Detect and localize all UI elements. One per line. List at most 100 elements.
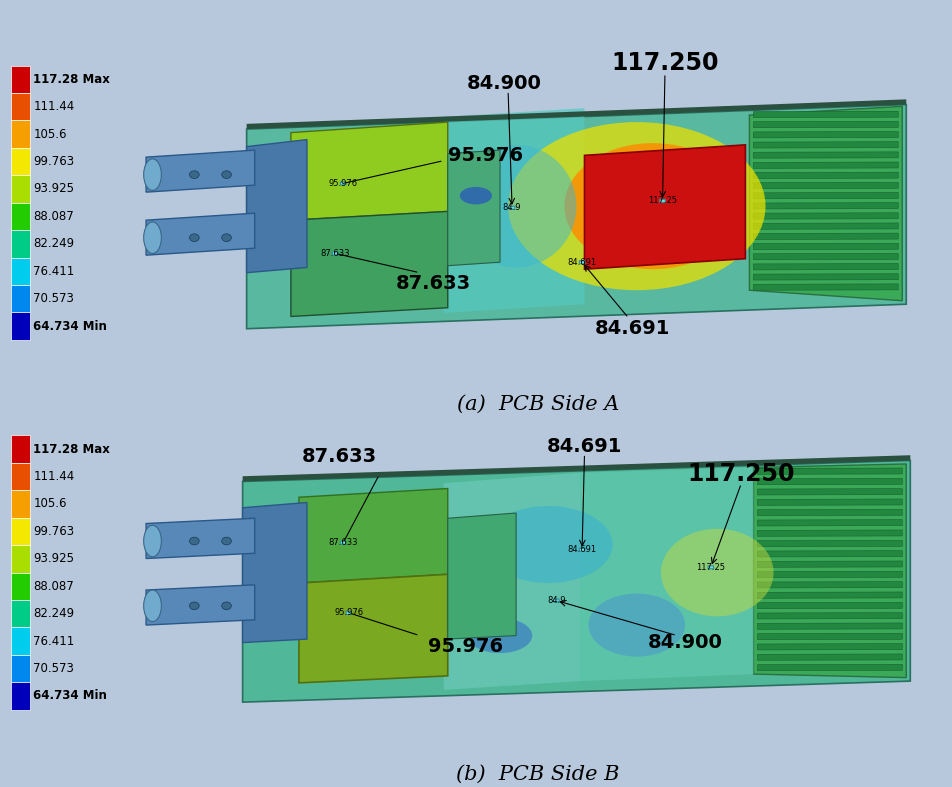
Text: 93.925: 93.925 xyxy=(33,183,74,195)
Polygon shape xyxy=(758,654,902,660)
Ellipse shape xyxy=(189,602,199,610)
Polygon shape xyxy=(447,513,516,639)
Text: 84.9: 84.9 xyxy=(547,596,565,605)
Text: 84.691: 84.691 xyxy=(546,437,623,456)
Ellipse shape xyxy=(460,187,492,205)
Polygon shape xyxy=(758,592,902,598)
Bar xyxy=(11,120,30,148)
Polygon shape xyxy=(753,264,899,270)
Polygon shape xyxy=(753,121,899,127)
Text: 64.734 Min: 64.734 Min xyxy=(33,689,108,703)
Polygon shape xyxy=(758,509,902,515)
Text: 117.250: 117.250 xyxy=(687,463,795,486)
Polygon shape xyxy=(753,464,906,678)
Bar xyxy=(11,312,30,340)
Ellipse shape xyxy=(456,145,577,268)
Ellipse shape xyxy=(484,506,613,583)
Text: 82.249: 82.249 xyxy=(33,608,74,620)
Bar xyxy=(11,627,30,655)
Text: 93.925: 93.925 xyxy=(33,552,74,565)
Polygon shape xyxy=(243,455,910,482)
FancyBboxPatch shape xyxy=(660,199,665,202)
Text: (b)  PCB Side B: (b) PCB Side B xyxy=(456,765,620,784)
Polygon shape xyxy=(758,561,902,567)
Text: 88.087: 88.087 xyxy=(33,210,74,223)
Polygon shape xyxy=(243,460,910,702)
Polygon shape xyxy=(758,634,902,640)
FancyBboxPatch shape xyxy=(509,206,515,209)
Polygon shape xyxy=(299,489,447,583)
Polygon shape xyxy=(581,467,753,681)
Ellipse shape xyxy=(222,602,231,610)
Polygon shape xyxy=(758,541,902,547)
FancyBboxPatch shape xyxy=(580,549,585,551)
Text: 88.087: 88.087 xyxy=(33,580,74,593)
Polygon shape xyxy=(758,664,902,671)
Polygon shape xyxy=(753,253,899,260)
Text: 95.976: 95.976 xyxy=(427,637,503,656)
Ellipse shape xyxy=(222,234,231,242)
Polygon shape xyxy=(758,623,902,630)
Polygon shape xyxy=(753,243,899,249)
FancyBboxPatch shape xyxy=(708,566,714,569)
Ellipse shape xyxy=(661,529,774,616)
Polygon shape xyxy=(758,644,902,650)
Bar xyxy=(11,176,30,202)
Bar xyxy=(11,463,30,490)
Polygon shape xyxy=(753,142,899,148)
Text: (a)  PCB Side A: (a) PCB Side A xyxy=(457,395,619,414)
Polygon shape xyxy=(247,105,906,329)
Polygon shape xyxy=(758,571,902,578)
Text: 87.633: 87.633 xyxy=(302,448,377,467)
Polygon shape xyxy=(758,530,902,536)
Ellipse shape xyxy=(189,234,199,242)
Polygon shape xyxy=(758,582,902,588)
Bar xyxy=(11,93,30,120)
Polygon shape xyxy=(146,150,255,192)
Polygon shape xyxy=(753,111,899,117)
Text: 70.573: 70.573 xyxy=(33,662,74,675)
Bar xyxy=(11,545,30,573)
Polygon shape xyxy=(291,122,447,220)
Polygon shape xyxy=(753,274,899,280)
Text: 84.9: 84.9 xyxy=(503,203,522,212)
Polygon shape xyxy=(753,202,899,209)
Polygon shape xyxy=(753,212,899,219)
Ellipse shape xyxy=(222,171,231,179)
Text: 84.691: 84.691 xyxy=(595,320,670,338)
Polygon shape xyxy=(247,99,906,129)
Polygon shape xyxy=(444,108,585,313)
Text: 87.633: 87.633 xyxy=(395,274,470,293)
Polygon shape xyxy=(146,585,255,625)
Ellipse shape xyxy=(189,171,199,179)
Polygon shape xyxy=(758,489,902,495)
Text: 105.6: 105.6 xyxy=(33,127,67,141)
Polygon shape xyxy=(758,602,902,608)
Text: 117.250: 117.250 xyxy=(611,50,719,75)
Polygon shape xyxy=(753,284,899,290)
Bar xyxy=(11,148,30,176)
Polygon shape xyxy=(753,233,899,239)
Text: 82.249: 82.249 xyxy=(33,238,74,250)
Polygon shape xyxy=(753,172,899,179)
Text: 84.691: 84.691 xyxy=(567,257,597,267)
Text: 76.411: 76.411 xyxy=(33,634,74,648)
Polygon shape xyxy=(758,478,902,485)
Polygon shape xyxy=(243,503,307,642)
Bar xyxy=(11,257,30,285)
Text: 76.411: 76.411 xyxy=(33,264,74,278)
Polygon shape xyxy=(753,183,899,189)
Ellipse shape xyxy=(222,538,231,545)
Text: 111.44: 111.44 xyxy=(33,100,74,113)
Polygon shape xyxy=(146,213,255,255)
Text: 87.633: 87.633 xyxy=(321,249,350,258)
Polygon shape xyxy=(758,468,902,475)
Text: 64.734 Min: 64.734 Min xyxy=(33,320,108,333)
Bar xyxy=(11,202,30,230)
Ellipse shape xyxy=(565,143,742,269)
Ellipse shape xyxy=(144,525,162,556)
Bar xyxy=(11,230,30,257)
Bar xyxy=(11,285,30,312)
FancyBboxPatch shape xyxy=(580,260,585,264)
Polygon shape xyxy=(749,106,902,301)
